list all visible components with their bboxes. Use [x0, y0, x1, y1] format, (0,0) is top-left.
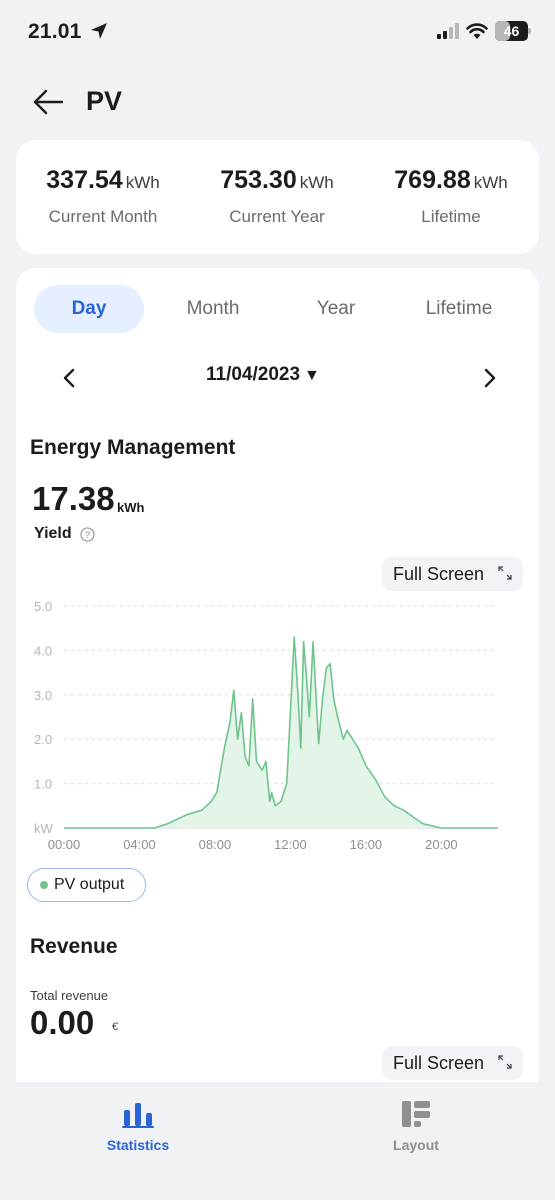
summary-unit: kWh — [299, 173, 334, 192]
summary-lifetime: 769.88 kWh Lifetime — [364, 166, 538, 227]
chevron-left-icon[interactable] — [58, 366, 82, 390]
y-tick-label: 3.0 — [34, 688, 52, 703]
pv-output-chart: 5.0 4.0 3.0 2.0 1.0 kW 00:00 04:00 08:00 12:00 16:… — [16, 594, 539, 864]
summary-current-year: 753.30 kWh Current Year — [190, 166, 364, 227]
y-tick-label: 2.0 — [34, 732, 52, 747]
revenue-title: Revenue — [30, 935, 118, 958]
x-tick-label: 04:00 — [123, 837, 156, 852]
summary-current-month: 337.54 kWh Current Month — [16, 166, 190, 227]
summary-unit: kWh — [125, 173, 160, 192]
y-tick-label: 1.0 — [34, 777, 52, 792]
bar-chart-icon — [122, 1103, 154, 1128]
nav-layout[interactable]: Layout — [346, 1100, 486, 1153]
nav-label: Statistics — [106, 1137, 170, 1153]
nav-label: Layout — [393, 1137, 439, 1153]
wifi-icon — [466, 22, 488, 39]
tab-year[interactable]: Year — [316, 298, 356, 319]
pv-output-line — [64, 636, 498, 829]
yield-label: Yield — [34, 525, 72, 542]
energy-summary-card: 337.54 kWh Current Month 753.30 kWh Curren… — [16, 140, 539, 254]
expand-icon — [498, 566, 512, 580]
x-tick-label: 12:00 — [274, 837, 307, 852]
total-revenue-label: Total revenue — [30, 988, 109, 1003]
page-title: PV — [86, 86, 123, 116]
page-header: PV — [0, 80, 555, 124]
battery-level: 46 — [503, 23, 520, 39]
y-tick-label: 5.0 — [34, 599, 52, 614]
layout-icon — [402, 1101, 430, 1127]
full-screen-button[interactable]: Full Screen — [382, 557, 523, 591]
tab-lifetime[interactable]: Lifetime — [425, 298, 493, 319]
expand-icon — [498, 1055, 512, 1069]
date-navigator: 11/04/2023 ▼ — [16, 358, 539, 398]
y-axis-unit-label: kW — [34, 821, 54, 836]
energy-management-title: Energy Management — [30, 436, 236, 459]
date-value: 11/04/2023 — [206, 364, 301, 385]
summary-label: Current Year — [229, 207, 325, 226]
help-circle-icon[interactable]: ? — [80, 527, 95, 542]
total-revenue-value: 0.00 — [30, 1004, 95, 1041]
x-tick-label: 16:00 — [350, 837, 383, 852]
summary-unit: kWh — [473, 173, 508, 192]
full-screen-label: Full Screen — [393, 1053, 485, 1073]
yield-unit: kWh — [117, 500, 145, 515]
summary-label: Lifetime — [421, 207, 481, 226]
svg-text:?: ? — [85, 530, 90, 540]
bottom-tab-bar: Statistics Layout — [0, 1082, 555, 1200]
status-time: 21.01 — [28, 20, 82, 43]
summary-value: 769.88 — [394, 166, 471, 194]
legend-pv-output[interactable]: PV output — [27, 868, 146, 902]
status-bar: 21.01 46 — [0, 0, 555, 66]
currency-unit: € — [112, 1021, 119, 1033]
statistics-card: Day Month Year Lifetime 11/04/2023 ▼ Ener… — [16, 268, 539, 1148]
battery-icon: 46 — [495, 21, 531, 41]
legend-dot — [40, 881, 48, 889]
summary-label: Current Month — [48, 207, 158, 226]
caret-down-icon: ▼ — [304, 367, 320, 384]
status-indicators: 46 — [437, 21, 531, 41]
x-tick-label: 08:00 — [199, 837, 232, 852]
y-tick-label: 4.0 — [34, 643, 52, 658]
summary-value: 337.54 — [46, 166, 123, 194]
x-tick-label: 20:00 — [425, 837, 458, 852]
nav-statistics[interactable]: Statistics — [68, 1100, 208, 1153]
back-arrow-icon[interactable] — [30, 86, 66, 118]
signal-icon — [437, 23, 459, 39]
revenue-full-screen-button[interactable]: Full Screen — [382, 1046, 523, 1080]
tab-month[interactable]: Month — [186, 298, 240, 319]
legend-label: PV output — [54, 876, 125, 893]
period-tabs: Day Month Year Lifetime — [34, 285, 521, 333]
x-tick-label: 00:00 — [48, 837, 81, 852]
date-picker[interactable]: 11/04/2023 ▼ — [206, 364, 386, 386]
summary-value: 753.30 — [220, 166, 297, 194]
yield-value: 17.38 — [32, 480, 115, 517]
full-screen-label: Full Screen — [393, 564, 485, 584]
chevron-right-icon[interactable] — [477, 366, 501, 390]
location-arrow-icon — [91, 23, 107, 39]
tab-day[interactable]: Day — [34, 285, 144, 333]
